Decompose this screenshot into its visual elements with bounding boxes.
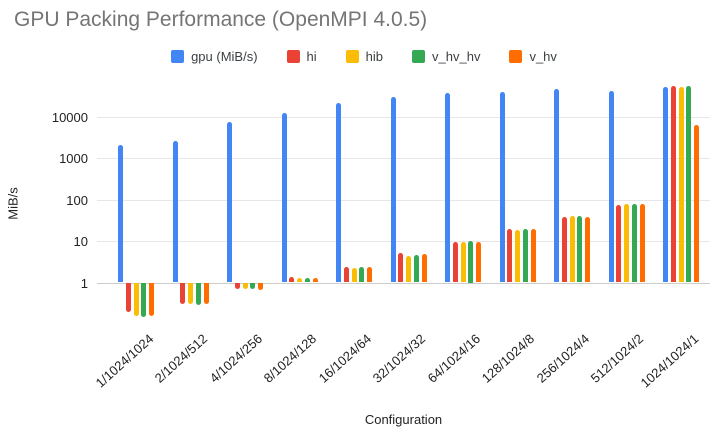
bar-v-hv-hv-256-1024-4 — [577, 216, 583, 283]
bar-hib-8-1024-128 — [297, 277, 303, 283]
bar-gpu-mib-s--2-1024-512 — [172, 141, 178, 283]
bar-v-hv-hv-8-1024-128 — [304, 278, 310, 283]
bar-v-hv-hv-64-1024-16 — [468, 241, 474, 283]
y-tick-label-10000: 10000 — [51, 109, 88, 125]
chart-title: GPU Packing Performance (OpenMPI 4.0.5) — [14, 8, 428, 31]
bar-hi-1024-1024-1 — [670, 86, 676, 283]
bar-hi-32-1024-32 — [398, 253, 404, 283]
bar-v-hv-32-1024-32 — [421, 254, 427, 283]
legend-swatch-icon — [412, 50, 426, 63]
bar-hib-32-1024-32 — [406, 255, 412, 283]
legend-item-v-hv: v_hv — [509, 49, 557, 64]
bar-hi-256-1024-4 — [561, 217, 567, 283]
bar-hi-128-1024-8 — [507, 228, 513, 283]
x-tick-label-1024-1024-1: 1024/1024/1 — [637, 331, 702, 391]
bar-hi-1-1024-1024 — [125, 282, 131, 313]
legend-item-gpu-mib-s-: gpu (MiB/s) — [171, 49, 258, 64]
legend-label: v_hv_hv — [432, 49, 481, 64]
x-tick-label-16-1024-64: 16/1024/64 — [315, 331, 375, 386]
bar-v-hv-8-1024-128 — [312, 277, 318, 283]
x-tick-label-8-1024-128: 8/1024/128 — [261, 331, 320, 386]
bar-hi-4-1024-256 — [234, 282, 240, 290]
bar-hib-256-1024-4 — [569, 215, 575, 283]
bar-hib-1-1024-1024 — [133, 282, 139, 316]
bar-gpu-mib-s--16-1024-64 — [336, 103, 341, 283]
legend-item-hib: hib — [345, 49, 384, 64]
plot-area — [97, 84, 710, 324]
bar-gpu-mib-s--256-1024-4 — [554, 89, 559, 283]
legend-swatch-icon — [345, 50, 359, 63]
x-axis-title: Configuration — [364, 412, 443, 427]
bar-v-hv-hv-128-1024-8 — [522, 228, 528, 283]
bar-v-hv-512-1024-2 — [639, 203, 645, 283]
bar-hib-2-1024-512 — [188, 282, 194, 305]
x-tick-label-256-1024-4: 256/1024/4 — [533, 331, 593, 386]
bar-gpu-mib-s--1024-1024-1 — [663, 87, 668, 283]
legend-item-hi: hi — [286, 49, 317, 64]
y-tick-label-10: 10 — [73, 234, 88, 249]
legend-swatch-icon — [509, 50, 523, 63]
bar-v-hv-16-1024-64 — [367, 267, 373, 283]
x-tick-label-64-1024-16: 64/1024/16 — [424, 331, 484, 386]
bar-v-hv-1-1024-1024 — [149, 282, 155, 316]
bar-hi-2-1024-512 — [180, 282, 186, 304]
bar-v-hv-hv-2-1024-512 — [195, 282, 201, 306]
bar-v-hv-1024-1024-1 — [694, 124, 700, 283]
legend-swatch-icon — [286, 50, 300, 63]
bar-v-hv-2-1024-512 — [203, 282, 209, 304]
bar-v-hv-4-1024-256 — [258, 282, 264, 290]
bar-gpu-mib-s--128-1024-8 — [499, 91, 505, 283]
bar-gpu-mib-s--4-1024-256 — [227, 121, 232, 283]
legend: gpu (MiB/s) hi hib v_hv_hv v_hv — [0, 49, 728, 64]
bar-v-hv-hv-16-1024-64 — [359, 267, 365, 283]
x-tick-label-32-1024-32: 32/1024/32 — [370, 331, 429, 386]
bar-gpu-mib-s--32-1024-32 — [390, 96, 396, 283]
bar-v-hv-64-1024-16 — [476, 241, 482, 283]
bar-hib-1024-1024-1 — [678, 87, 684, 283]
y-tick-label-1: 1 — [80, 275, 88, 291]
bar-hib-128-1024-8 — [515, 229, 521, 283]
legend-label: gpu (MiB/s) — [191, 49, 258, 64]
bar-v-hv-hv-4-1024-256 — [250, 282, 256, 289]
bar-v-hv-hv-1024-1024-1 — [686, 86, 692, 283]
bar-hi-8-1024-128 — [289, 277, 295, 283]
bar-hib-16-1024-64 — [351, 268, 357, 283]
y-tick-label-1000: 1000 — [59, 151, 88, 166]
gridline-1000 — [97, 158, 710, 159]
bar-v-hv-128-1024-8 — [530, 228, 536, 283]
bar-hi-512-1024-2 — [616, 205, 622, 283]
bar-v-hv-hv-512-1024-2 — [631, 204, 637, 283]
bar-gpu-mib-s--1-1024-1024 — [118, 144, 123, 283]
bar-hi-64-1024-16 — [452, 241, 458, 283]
bar-gpu-mib-s--512-1024-2 — [608, 91, 614, 283]
gridline-100 — [97, 199, 710, 201]
gridline-10 — [97, 241, 710, 242]
x-tick-label-1-1024-1024: 1/1024/1024 — [92, 331, 157, 391]
bar-gpu-mib-s--64-1024-16 — [445, 92, 450, 283]
gridline-10000 — [97, 116, 710, 118]
x-tick-label-2-1024-512: 2/1024/512 — [152, 331, 211, 386]
x-tick-label-128-1024-8: 128/1024/8 — [479, 331, 538, 386]
gridline-1 — [97, 282, 710, 284]
bar-v-hv-hv-32-1024-32 — [413, 254, 419, 283]
x-tick-label-4-1024-256: 4/1024/256 — [206, 331, 266, 386]
legend-label: v_hv — [529, 49, 557, 64]
legend-label: hib — [365, 49, 384, 64]
bar-hi-16-1024-64 — [343, 267, 349, 283]
bar-hib-512-1024-2 — [624, 203, 630, 283]
bar-gpu-mib-s--8-1024-128 — [281, 113, 287, 283]
legend-label: hi — [306, 49, 317, 64]
legend-item-v-hv-hv: v_hv_hv — [412, 49, 480, 64]
bar-v-hv-hv-1-1024-1024 — [141, 282, 147, 317]
bar-v-hv-256-1024-4 — [585, 216, 591, 283]
legend-swatch-icon — [171, 50, 185, 63]
bar-hib-64-1024-16 — [460, 241, 466, 283]
bar-hib-4-1024-256 — [242, 282, 248, 290]
y-tick-label-100: 100 — [66, 192, 88, 208]
